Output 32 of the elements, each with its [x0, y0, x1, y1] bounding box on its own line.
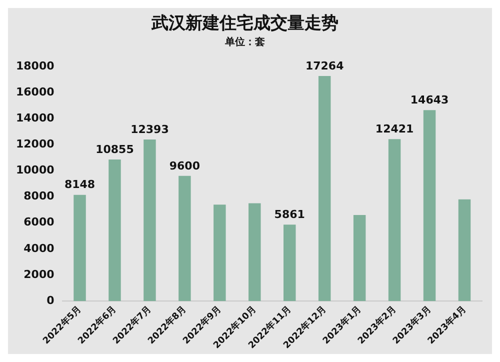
- y-tick-label: 0: [46, 294, 55, 307]
- y-tick-label: 6000: [24, 216, 55, 229]
- bar: [214, 204, 226, 302]
- y-tick-label: 18000: [16, 59, 55, 72]
- bar: [284, 224, 296, 302]
- bar: [178, 176, 191, 302]
- data-label: 8148: [64, 178, 96, 192]
- data-label: 17264: [305, 59, 344, 72]
- bar: [144, 140, 156, 302]
- data-label: 12421: [375, 122, 414, 136]
- chart-subtitle: 单位：套: [224, 36, 265, 48]
- y-tick-label: 14000: [16, 111, 55, 124]
- data-label: 14643: [410, 94, 449, 107]
- bar: [388, 139, 401, 302]
- y-tick-label: 12000: [16, 137, 55, 150]
- bar: [318, 76, 331, 302]
- bar: [248, 203, 261, 302]
- data-label: 9600: [169, 159, 200, 172]
- y-tick-label: 16000: [16, 85, 55, 98]
- bar: [74, 194, 86, 302]
- data-label: 12393: [130, 122, 169, 136]
- y-tick-label: 10000: [16, 164, 55, 177]
- data-label: 5861: [274, 208, 305, 222]
- bar: [353, 215, 366, 302]
- y-tick-label: 4000: [24, 242, 55, 255]
- y-tick-label: 8000: [24, 190, 55, 203]
- bar: [423, 110, 436, 302]
- bar: [108, 160, 121, 302]
- y-tick-label: 2000: [24, 268, 55, 281]
- data-label: 10855: [96, 142, 134, 156]
- chart-title: 武汉新建住宅成交量走势: [150, 14, 338, 34]
- bar: [458, 199, 471, 302]
